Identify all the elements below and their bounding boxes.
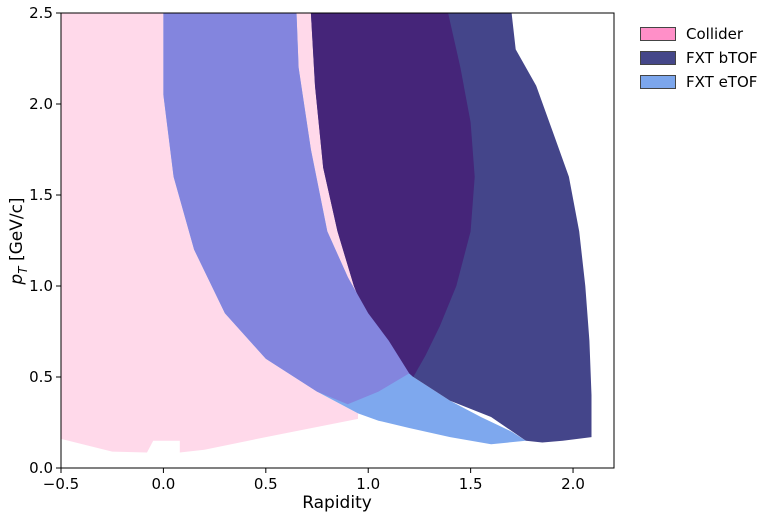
legend-label-fxt-etof: FXT eTOF (686, 73, 758, 91)
x-tick-label: −0.5 (43, 475, 79, 493)
area-collider-etof-overlap-5 (163, 13, 410, 405)
y-tick-label: 0.5 (29, 368, 53, 386)
legend-label-fxt-btof: FXT bTOF (686, 49, 758, 67)
legend: Collider FXT bTOF FXT eTOF (640, 22, 758, 94)
y-tick-label: 2.5 (29, 4, 53, 22)
legend-item-fxt-etof: FXT eTOF (640, 70, 758, 94)
y-axis-label-main: p (7, 274, 27, 286)
x-axis-ticks: −0.5 0.0 0.5 1.0 1.5 2.0 (43, 468, 585, 493)
x-tick-label: 1.5 (459, 475, 483, 493)
x-tick-label: 1.0 (356, 475, 380, 493)
x-tick-label: 0.5 (254, 475, 278, 493)
y-tick-label: 2.0 (29, 95, 53, 113)
area-collider-1 (296, 13, 373, 314)
area-collider-0 (61, 13, 358, 453)
legend-item-fxt-btof: FXT bTOF (640, 46, 758, 70)
y-tick-label: 0.0 (29, 459, 53, 477)
x-tick-label: 0.0 (151, 475, 175, 493)
y-axis-label: pT [GeV/c] (7, 197, 30, 285)
legend-label-collider: Collider (686, 25, 744, 43)
area-fxt-btof-etof-overlap-4 (310, 13, 475, 377)
x-tick-label: 2.0 (561, 475, 585, 493)
y-axis-label-unit: [GeV/c] (7, 197, 27, 266)
legend-swatch-fxt-btof (640, 51, 676, 65)
plot-frame (60, 12, 615, 469)
legend-item-collider: Collider (640, 22, 758, 46)
legend-swatch-fxt-etof (640, 75, 676, 89)
y-tick-label: 1.0 (29, 277, 53, 295)
y-axis-ticks: 0.0 0.5 1.0 1.5 2.0 2.5 (29, 4, 61, 477)
y-tick-label: 1.5 (29, 186, 53, 204)
legend-swatch-collider (640, 27, 676, 41)
x-axis-label: Rapidity (302, 493, 372, 513)
data-areas (61, 13, 592, 453)
y-axis-label-sub: T (16, 265, 30, 274)
